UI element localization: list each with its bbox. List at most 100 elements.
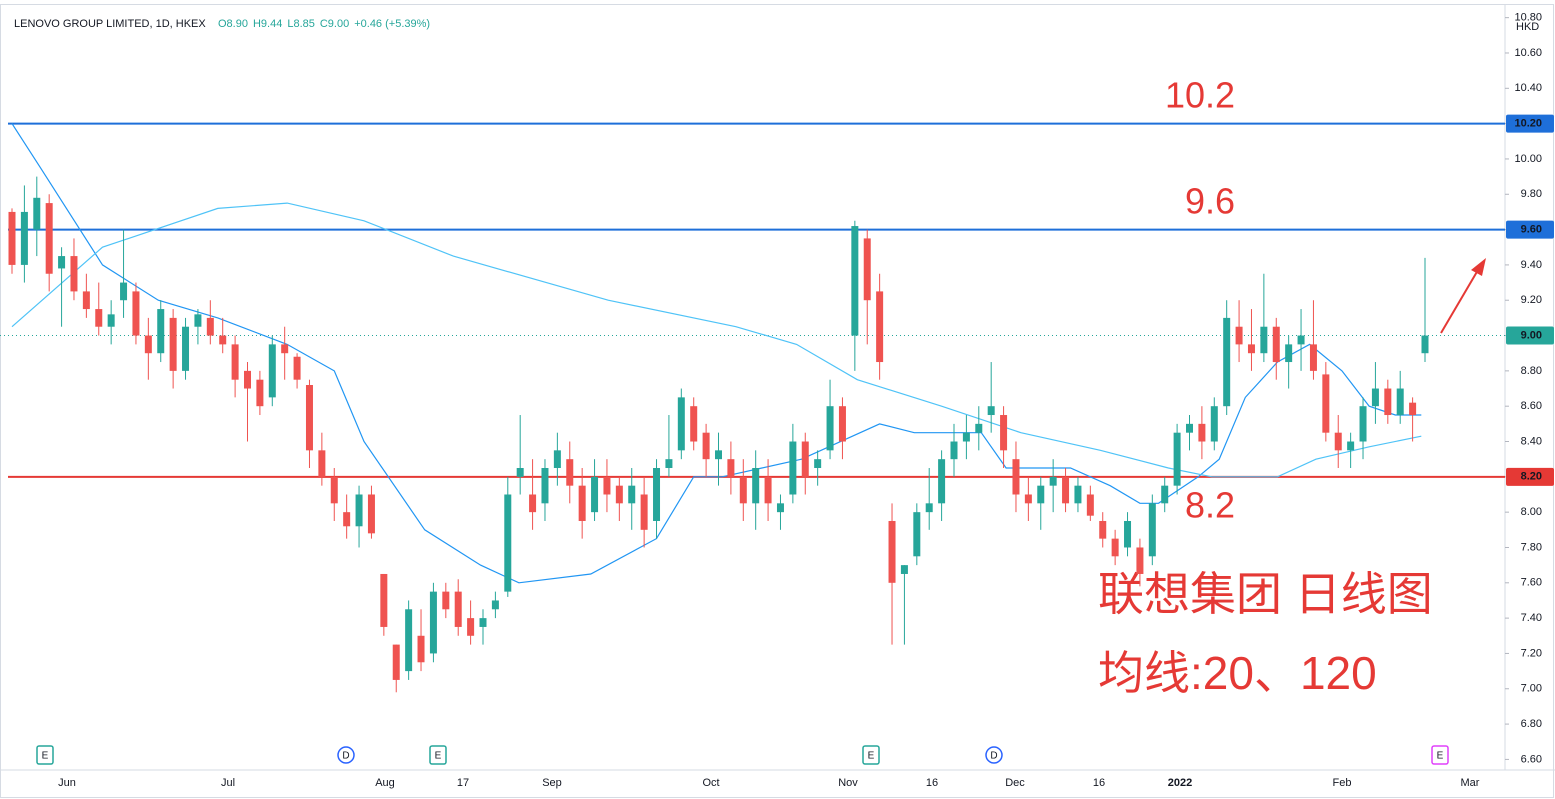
candle-body (504, 494, 512, 592)
candle-body (1037, 485, 1045, 504)
x-tick-label: 16 (1093, 777, 1105, 789)
candle-body (305, 385, 313, 451)
candle-body (1186, 423, 1193, 433)
candle-body (987, 406, 995, 416)
annotation: 8.2 (1185, 485, 1235, 526)
header-value: H9.44 (253, 18, 282, 30)
candle-body (82, 291, 90, 310)
candle-body (58, 256, 66, 269)
candle-body (318, 450, 326, 477)
candle-body (566, 459, 574, 486)
x-tick-label: Mar (1461, 777, 1480, 789)
y-tick-label: 9.40 (1521, 259, 1542, 271)
candle-body (975, 423, 983, 433)
x-tick-label: Feb (1333, 777, 1352, 789)
candle-body (1421, 335, 1429, 354)
candle-body (1210, 406, 1218, 442)
level-label: 8.20 (1521, 471, 1542, 483)
candle-body (70, 256, 78, 292)
candle-body (1000, 415, 1008, 451)
candle-body (1285, 344, 1293, 363)
y-tick-label: 7.20 (1521, 647, 1542, 659)
candle-body (529, 494, 537, 513)
candle-body (1371, 388, 1379, 407)
event-label: E (42, 751, 49, 762)
candle-body (194, 314, 202, 327)
candle-body (1334, 432, 1342, 451)
y-tick-label: 8.60 (1521, 400, 1542, 412)
candle-body (206, 317, 214, 336)
candle-body (479, 618, 487, 627)
candle-body (553, 450, 561, 469)
x-tick-label: Nov (838, 777, 858, 789)
candle-body (1297, 335, 1305, 345)
candle-body (1062, 476, 1070, 504)
y-tick-label: 9.80 (1521, 188, 1542, 200)
candle-body (1396, 388, 1404, 416)
moving-average (11, 202, 1422, 478)
candle-body (157, 309, 165, 354)
x-tick-label: Aug (375, 777, 395, 789)
candle-body (516, 468, 524, 477)
last-price-label: 9.00 (1521, 329, 1542, 341)
event-label: D (342, 751, 349, 762)
candle-body (913, 512, 921, 557)
level-label: 10.20 (1514, 118, 1542, 130)
y-tick-label: 8.40 (1521, 435, 1542, 447)
candle-body (1309, 344, 1317, 371)
candle-body (640, 494, 648, 530)
candle-body (851, 226, 859, 336)
candle-body (789, 441, 797, 495)
candle-body (1347, 441, 1355, 451)
y-tick-label: 9.20 (1521, 294, 1542, 306)
currency: HKD (1516, 21, 1539, 33)
candle-body (752, 468, 760, 504)
x-tick-label: Sep (542, 777, 562, 789)
y-tick-label: 10.80 (1514, 12, 1542, 24)
candle-body (628, 485, 636, 504)
candle-body (1099, 520, 1107, 539)
candle-body (182, 326, 190, 371)
candle-body (45, 203, 53, 274)
level-label: 9.60 (1521, 223, 1542, 235)
candle-body (1359, 406, 1367, 442)
candle-body (268, 344, 276, 398)
level-label-box (1506, 114, 1554, 133)
candle-body (591, 476, 599, 513)
candle-body (367, 494, 375, 534)
candle-body (454, 591, 462, 627)
candle-body (1409, 402, 1417, 416)
annotation: 10.2 (1165, 75, 1235, 116)
candle-body (380, 573, 388, 627)
candle-body (219, 335, 227, 345)
candle-body (417, 635, 425, 663)
header-values: O8.90 H9.44 L8.85 C9.00 +0.46 (+5.39%) (218, 18, 430, 30)
candle-body (442, 591, 450, 610)
candle-body (615, 485, 623, 504)
x-tick-label: Oct (702, 777, 719, 789)
y-tick-label: 7.80 (1521, 541, 1542, 553)
header-value: L8.85 (287, 18, 315, 30)
candle-body (293, 356, 301, 380)
candle-body (1260, 326, 1268, 354)
candle-body (1024, 494, 1032, 504)
event-marker (337, 746, 355, 764)
candle-body (1049, 476, 1057, 486)
level-label-box (1506, 220, 1554, 239)
last-price-box (1506, 326, 1554, 345)
candle-body (405, 609, 413, 672)
candle-body (132, 291, 140, 336)
candle-body (1272, 326, 1280, 363)
candle-body (392, 644, 400, 680)
annotation: 均线:20、120 (1098, 647, 1377, 699)
event-marker (36, 745, 54, 765)
candle-body (169, 317, 177, 371)
candle-body (231, 344, 239, 380)
event-label: E (435, 751, 442, 762)
y-tick-label: 10.60 (1514, 47, 1542, 59)
candle-body (1074, 485, 1082, 504)
symbol-title: LENOVO GROUP LIMITED, 1D, HKEX (14, 18, 206, 30)
event-label: E (1437, 751, 1444, 762)
y-tick-label: 8.00 (1521, 506, 1542, 518)
